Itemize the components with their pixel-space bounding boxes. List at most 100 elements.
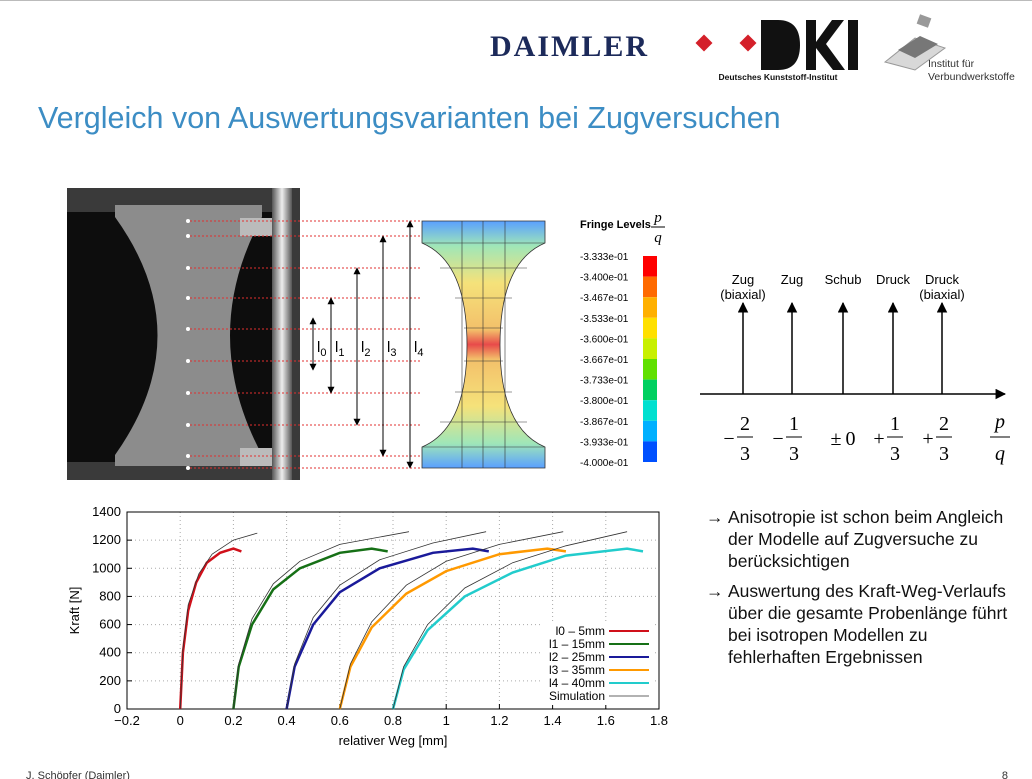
y-tick-label: 800 [99, 588, 121, 603]
tick-sign: + [922, 428, 933, 450]
y-tick-label: 1000 [92, 560, 121, 575]
stress-label: (biaxial) [919, 287, 965, 302]
legend-label: l4 – 40mm [549, 676, 605, 690]
y-axis-label: Kraft [N] [67, 587, 82, 635]
series-line [180, 549, 241, 709]
length-sub: 0 [320, 347, 326, 359]
tick-sign: ± [831, 428, 842, 450]
tick-sign: − [772, 428, 783, 450]
bullet-item: →Auswertung des Kraft-Weg-Verlaufs über … [706, 580, 1010, 668]
legend-label: l3 – 35mm [549, 663, 605, 677]
fringe-swatch [643, 380, 657, 401]
tick-den: 3 [740, 443, 750, 465]
force-displacement-chart: −0.200.20.40.60.811.21.41.61.80200400600… [67, 504, 668, 748]
stress-label: Zug [781, 272, 803, 287]
reference-dot [186, 327, 190, 331]
x-tick-label: 0.2 [224, 713, 242, 728]
reference-dot [186, 454, 190, 458]
tick-den: 3 [939, 443, 949, 465]
x-tick-label: 1.2 [490, 713, 508, 728]
length-sub: 1 [338, 347, 344, 359]
logo-dki: Deutsches Kunststoff-Institut [696, 20, 858, 82]
tick-label: ±0 [831, 428, 856, 450]
logo-dki-text: Deutsches Kunststoff-Institut [719, 72, 838, 82]
legend-label: l2 – 25mm [549, 650, 605, 664]
fringe-swatch [643, 338, 657, 359]
length-label: l2 [361, 339, 370, 359]
y-tick-label: 200 [99, 673, 121, 688]
fringe-swatch [643, 256, 657, 277]
tick-den: 3 [890, 443, 900, 465]
legend-label: Simulation [549, 689, 605, 703]
length-sub: 3 [390, 347, 396, 359]
logo-ivw-line: Institut für [928, 58, 975, 70]
length-sub: 4 [417, 347, 423, 359]
reference-dot [186, 234, 190, 238]
reference-dot [186, 266, 190, 270]
tick-num: 2 [740, 413, 750, 435]
x-tick-label: 0.6 [331, 713, 349, 728]
bullet-marker: → [706, 580, 728, 668]
reference-dot [186, 466, 190, 470]
bullet-text: Auswertung des Kraft-Weg-Verlaufs über d… [728, 580, 1010, 668]
series-line [287, 549, 489, 709]
slide: DAIMLER Deutsches Kunststoff-Institut In… [0, 0, 1032, 779]
axis-num: p [993, 411, 1005, 433]
x-tick-label: 1.4 [544, 713, 562, 728]
stress-label: (biaxial) [720, 287, 766, 302]
reference-dot [186, 296, 190, 300]
length-label: l3 [387, 339, 396, 359]
tick-sign: + [873, 428, 884, 450]
x-axis-label: relativer Weg [mm] [339, 733, 448, 748]
logo-daimler: DAIMLER [490, 30, 649, 63]
bullet-item: →Anisotropie ist schon beim Angleich der… [706, 506, 1010, 572]
x-tick-label: 1.8 [650, 713, 668, 728]
x-tick-label: 0.8 [384, 713, 402, 728]
fringe-level: -3.867e-01 [580, 417, 629, 428]
legend-label: l1 – 15mm [549, 637, 605, 651]
axis-den: q [995, 443, 1005, 465]
bullet-marker: → [706, 506, 728, 572]
x-tick-label: 0.4 [278, 713, 296, 728]
fringe-swatch [643, 359, 657, 380]
specimen-photo [67, 188, 300, 480]
y-tick-label: 1400 [92, 504, 121, 519]
y-tick-label: 1200 [92, 532, 121, 547]
fringe-legend: Fringe Levels p q -3.333e-01-3.400e-01-3… [580, 210, 665, 469]
bullet-list: →Anisotropie ist schon beim Angleich der… [706, 506, 1010, 676]
reference-dot [186, 219, 190, 223]
stress-label: Zug [732, 272, 754, 287]
fringe-level: -3.667e-01 [580, 355, 629, 366]
x-tick-label: 1.6 [597, 713, 615, 728]
stress-label: Schub [825, 272, 862, 287]
tick-den: 3 [789, 443, 799, 465]
fringe-level: -3.600e-01 [580, 334, 629, 345]
tick-num: 1 [890, 413, 900, 435]
logo-ivw-line: Verbundwerkstoffe [928, 71, 1015, 83]
fringe-swatch [643, 421, 657, 442]
fringe-swatch [643, 441, 657, 462]
fringe-level: -3.400e-01 [580, 273, 629, 284]
stress-label: Druck [876, 272, 910, 287]
y-tick-label: 400 [99, 645, 121, 660]
fringe-level: -3.467e-01 [580, 293, 629, 304]
tick-num: 1 [789, 413, 799, 435]
fringe-level: -3.800e-01 [580, 396, 629, 407]
tick-num: 2 [939, 413, 949, 435]
length-label: l0 [317, 339, 326, 359]
fringe-swatch [643, 318, 657, 339]
legend-label: l0 – 5mm [556, 624, 605, 638]
page-number: 8 [1002, 770, 1008, 779]
fringe-level: -3.333e-01 [580, 252, 629, 263]
fringe-var-num: p [653, 210, 662, 226]
reference-dot [186, 391, 190, 395]
footer-author: J. Schöpfer (Daimler) [26, 770, 130, 779]
reference-dot [186, 423, 190, 427]
fringe-level: -3.733e-01 [580, 376, 629, 387]
fringe-swatch [643, 400, 657, 421]
length-sub: 2 [364, 347, 370, 359]
fem-specimen [422, 221, 545, 468]
slide-title: Vergleich von Auswertungsvarianten bei Z… [38, 101, 781, 135]
fringe-level: -3.533e-01 [580, 314, 629, 325]
